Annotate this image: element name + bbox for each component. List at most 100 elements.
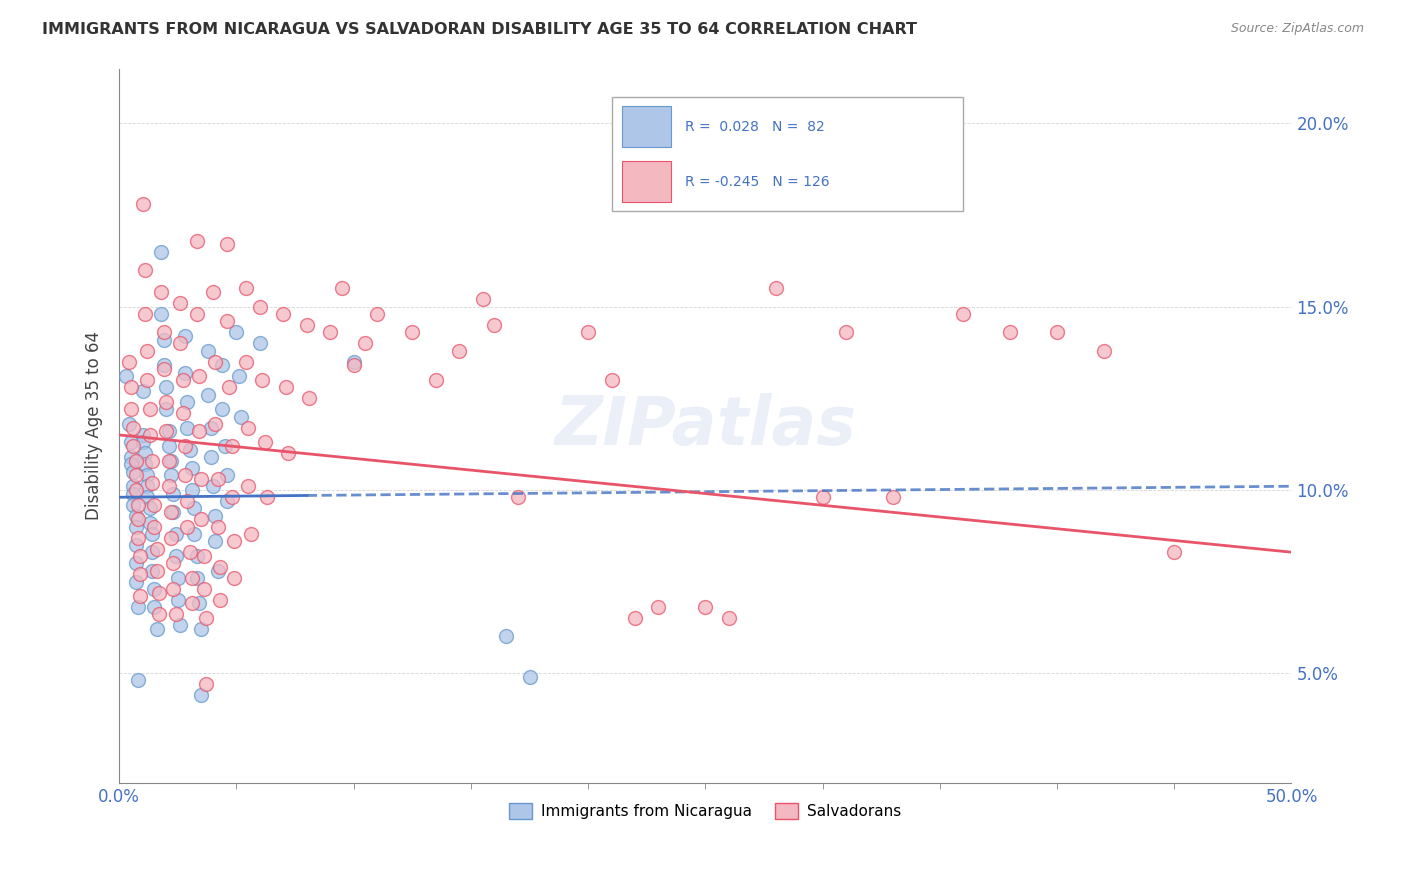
Point xyxy=(204,417,226,431)
Point xyxy=(134,263,156,277)
Point xyxy=(1046,326,1069,340)
Point xyxy=(129,549,152,563)
Point xyxy=(134,446,156,460)
Point xyxy=(174,329,197,343)
Point xyxy=(811,490,834,504)
Point xyxy=(118,417,141,431)
Point xyxy=(256,490,278,504)
Point xyxy=(366,307,388,321)
Point xyxy=(186,234,208,248)
Point xyxy=(150,244,173,259)
Point xyxy=(181,571,204,585)
Point xyxy=(190,622,212,636)
Point xyxy=(160,505,183,519)
Point xyxy=(136,468,159,483)
Point xyxy=(129,589,152,603)
Text: Source: ZipAtlas.com: Source: ZipAtlas.com xyxy=(1230,22,1364,36)
Point xyxy=(153,362,176,376)
Point xyxy=(125,519,148,533)
Point xyxy=(952,307,974,321)
Point xyxy=(209,559,232,574)
Point xyxy=(200,420,222,434)
Point xyxy=(157,424,180,438)
Point xyxy=(190,688,212,702)
Point xyxy=(202,285,225,299)
Point xyxy=(132,197,155,211)
Point xyxy=(127,600,149,615)
Point xyxy=(576,326,599,340)
Point xyxy=(207,564,229,578)
Point xyxy=(125,468,148,483)
Point xyxy=(157,439,180,453)
Point xyxy=(125,574,148,589)
Point xyxy=(211,359,233,373)
Point xyxy=(214,439,236,453)
Point xyxy=(153,333,176,347)
Point xyxy=(186,571,208,585)
Point xyxy=(624,611,647,625)
Point xyxy=(141,545,163,559)
Point xyxy=(132,435,155,450)
Point xyxy=(125,483,148,497)
Point xyxy=(647,600,669,615)
Point xyxy=(218,380,240,394)
Point xyxy=(190,472,212,486)
Point xyxy=(143,498,166,512)
Point xyxy=(207,472,229,486)
Point xyxy=(449,343,471,358)
Point xyxy=(235,354,257,368)
Point xyxy=(153,326,176,340)
Point xyxy=(176,519,198,533)
Point xyxy=(132,384,155,398)
Point xyxy=(127,512,149,526)
Point xyxy=(217,494,239,508)
Point xyxy=(125,453,148,467)
Point xyxy=(165,607,187,622)
Point xyxy=(495,630,517,644)
Point xyxy=(160,453,183,467)
Point xyxy=(354,336,377,351)
Point xyxy=(221,439,243,453)
Point xyxy=(143,600,166,615)
Point xyxy=(193,549,215,563)
Point xyxy=(160,468,183,483)
Point xyxy=(141,527,163,541)
Point xyxy=(195,611,218,625)
Point xyxy=(174,468,197,483)
Point xyxy=(238,420,260,434)
Point xyxy=(172,406,194,420)
Point xyxy=(122,479,145,493)
Point xyxy=(183,501,205,516)
Point xyxy=(120,380,142,394)
Point xyxy=(143,519,166,533)
Point xyxy=(115,369,138,384)
Point xyxy=(252,373,274,387)
Point xyxy=(186,307,208,321)
Point xyxy=(204,534,226,549)
Point xyxy=(141,475,163,490)
Point xyxy=(882,490,904,504)
Point xyxy=(343,359,366,373)
Point xyxy=(125,556,148,570)
Point xyxy=(139,501,162,516)
Point xyxy=(160,531,183,545)
Point xyxy=(122,420,145,434)
Y-axis label: Disability Age 35 to 64: Disability Age 35 to 64 xyxy=(86,331,103,520)
Point xyxy=(274,380,297,394)
Point xyxy=(174,439,197,453)
Point xyxy=(211,402,233,417)
Point xyxy=(134,457,156,471)
Point xyxy=(134,307,156,321)
Point xyxy=(217,237,239,252)
Point xyxy=(167,571,190,585)
Point xyxy=(172,373,194,387)
Point xyxy=(136,343,159,358)
Point xyxy=(146,541,169,556)
Point xyxy=(695,600,717,615)
Point xyxy=(136,373,159,387)
Point xyxy=(1092,343,1115,358)
Point xyxy=(224,534,246,549)
Point xyxy=(484,318,506,332)
Point xyxy=(165,549,187,563)
Point xyxy=(277,446,299,460)
